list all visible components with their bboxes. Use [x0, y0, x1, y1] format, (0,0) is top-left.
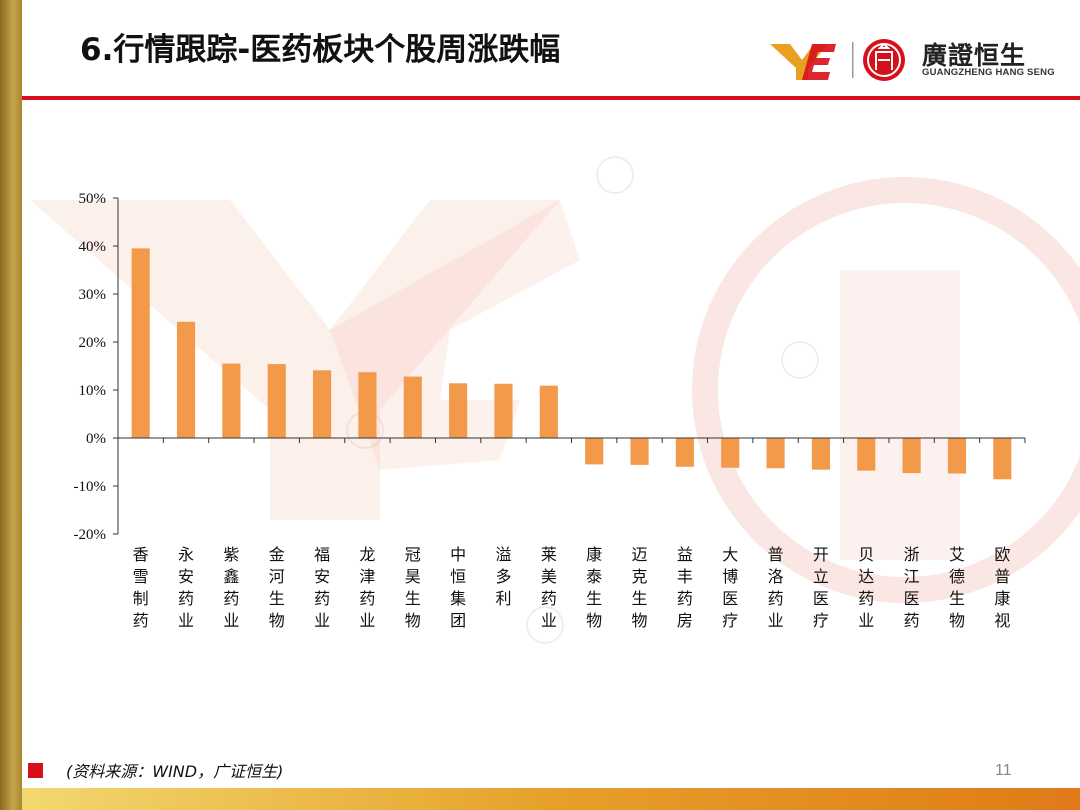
- category-label: 浙江医药: [904, 545, 920, 630]
- category-label: 贝达药业: [858, 545, 874, 630]
- bar: [131, 248, 150, 438]
- category-label: 大博医疗: [722, 545, 738, 630]
- bar: [947, 438, 967, 474]
- y-tick-label: 20%: [79, 335, 107, 351]
- bar: [267, 364, 286, 438]
- page-title: 6.行情跟踪-医药板块个股周涨跌幅: [80, 32, 561, 68]
- seal-icon: [863, 39, 905, 81]
- category-label: 龙津药业: [359, 545, 375, 630]
- x-axis: [117, 437, 1026, 443]
- y-tick-label: -20%: [74, 527, 107, 543]
- bottom-accent-bar: [22, 788, 1080, 810]
- category-label: 永安药业: [178, 545, 194, 630]
- page-number: 11: [995, 762, 1012, 779]
- category-labels: 香雪制药 永安药业 紫鑫药业 金河生物 福安药业 龙津药业 冠昊生物 中恒集团 溢多利 莱美药业 康…: [133, 545, 1011, 630]
- y-tick-label: -10%: [74, 479, 107, 495]
- category-label: 福安药业: [314, 545, 330, 630]
- bar: [222, 363, 241, 438]
- bar: [176, 321, 196, 438]
- bars-group: [131, 248, 1012, 480]
- bar: [811, 438, 830, 470]
- category-label: 香雪制药: [133, 545, 149, 630]
- company-logo: [770, 39, 905, 81]
- bar: [403, 376, 422, 438]
- bar: [766, 438, 785, 469]
- y-axis: 50% 40% 30% 20% 10% 0% -10% -20%: [74, 191, 119, 543]
- category-label: 迈克生物: [632, 545, 648, 630]
- category-label: 益丰药房: [677, 545, 693, 630]
- y-tick-label: 10%: [79, 383, 107, 399]
- category-label: 冠昊生物: [405, 545, 421, 630]
- category-label: 艾德生物: [949, 545, 965, 630]
- category-label: 莱美药业: [541, 545, 557, 630]
- bar: [630, 438, 649, 465]
- bar: [675, 438, 694, 467]
- source-note: (资料来源：WIND，广证恒生): [66, 762, 284, 781]
- y-tick-label: 0%: [86, 431, 106, 447]
- left-accent-bar: [0, 0, 22, 810]
- category-label: 开立医疗: [813, 545, 829, 630]
- category-label: 金河生物: [269, 545, 285, 630]
- bar: [539, 385, 558, 438]
- category-label: 中恒集团: [450, 545, 466, 630]
- bar: [585, 438, 604, 465]
- category-label: 溢多利: [495, 545, 511, 608]
- logo-text-chinese: 廣證恒生: [922, 41, 1027, 70]
- source-marker-icon: [28, 763, 43, 778]
- bar: [993, 438, 1012, 480]
- ye-logo-icon: [770, 44, 836, 80]
- category-label: 康泰生物: [586, 545, 602, 630]
- bar: [313, 370, 332, 438]
- category-label: 欧普康视: [994, 545, 1010, 630]
- bar: [721, 438, 740, 468]
- bar: [857, 438, 876, 471]
- bar: [902, 438, 921, 474]
- bar: [494, 383, 513, 438]
- bar: [358, 372, 377, 438]
- category-label: 普洛药业: [768, 545, 784, 630]
- category-label: 紫鑫药业: [223, 545, 239, 630]
- y-tick-label: 40%: [79, 239, 107, 255]
- bar: [449, 383, 468, 438]
- y-tick-label: 50%: [79, 191, 107, 207]
- y-tick-label: 30%: [79, 287, 107, 303]
- header-divider: [22, 96, 1080, 100]
- logo-text-english: GUANGZHENG HANG SENG: [922, 67, 1055, 78]
